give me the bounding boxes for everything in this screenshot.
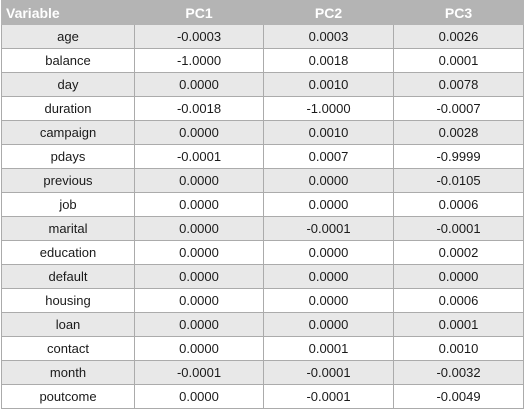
cell-pc2: 0.0000	[264, 193, 394, 217]
cell-variable: duration	[2, 97, 135, 121]
table-row: education 0.0000 0.0000 0.0002	[2, 241, 524, 265]
cell-variable: education	[2, 241, 135, 265]
cell-variable: contact	[2, 337, 135, 361]
table-row: campaign 0.0000 0.0010 0.0028	[2, 121, 524, 145]
cell-pc2: 0.0007	[264, 145, 394, 169]
cell-pc2: -0.0001	[264, 385, 394, 409]
cell-pc2: -0.0001	[264, 361, 394, 385]
cell-pc3: -0.0105	[394, 169, 524, 193]
cell-pc1: -0.0003	[135, 25, 264, 49]
cell-pc3: 0.0001	[394, 49, 524, 73]
cell-pc2: -1.0000	[264, 97, 394, 121]
table-body: age -0.0003 0.0003 0.0026 balance -1.000…	[2, 25, 524, 409]
pca-loadings-table: Variable PC1 PC2 PC3 age -0.0003 0.0003 …	[1, 0, 524, 409]
cell-variable: marital	[2, 217, 135, 241]
table-row: age -0.0003 0.0003 0.0026	[2, 25, 524, 49]
table-row: default 0.0000 0.0000 0.0000	[2, 265, 524, 289]
cell-variable: previous	[2, 169, 135, 193]
cell-pc3: -0.9999	[394, 145, 524, 169]
cell-pc3: -0.0001	[394, 217, 524, 241]
cell-pc1: 0.0000	[135, 193, 264, 217]
cell-variable: month	[2, 361, 135, 385]
cell-variable: poutcome	[2, 385, 135, 409]
table-row: duration -0.0018 -1.0000 -0.0007	[2, 97, 524, 121]
cell-pc2: -0.0001	[264, 217, 394, 241]
header-pc1: PC1	[135, 1, 264, 25]
cell-pc1: 0.0000	[135, 289, 264, 313]
table-row: loan 0.0000 0.0000 0.0001	[2, 313, 524, 337]
header-pc2: PC2	[264, 1, 394, 25]
cell-pc2: 0.0018	[264, 49, 394, 73]
cell-pc2: 0.0010	[264, 121, 394, 145]
cell-variable: pdays	[2, 145, 135, 169]
cell-pc3: 0.0000	[394, 265, 524, 289]
cell-pc3: -0.0007	[394, 97, 524, 121]
cell-pc3: 0.0026	[394, 25, 524, 49]
header-variable: Variable	[2, 1, 135, 25]
cell-pc3: 0.0006	[394, 289, 524, 313]
cell-variable: loan	[2, 313, 135, 337]
cell-pc3: 0.0028	[394, 121, 524, 145]
cell-variable: housing	[2, 289, 135, 313]
cell-variable: balance	[2, 49, 135, 73]
table-row: marital 0.0000 -0.0001 -0.0001	[2, 217, 524, 241]
cell-variable: job	[2, 193, 135, 217]
cell-pc3: 0.0002	[394, 241, 524, 265]
cell-pc1: 0.0000	[135, 313, 264, 337]
cell-variable: day	[2, 73, 135, 97]
table-row: poutcome 0.0000 -0.0001 -0.0049	[2, 385, 524, 409]
cell-pc2: 0.0010	[264, 73, 394, 97]
header-pc3: PC3	[394, 1, 524, 25]
cell-pc1: 0.0000	[135, 73, 264, 97]
cell-variable: campaign	[2, 121, 135, 145]
table-row: day 0.0000 0.0010 0.0078	[2, 73, 524, 97]
cell-pc3: 0.0010	[394, 337, 524, 361]
cell-pc2: 0.0000	[264, 265, 394, 289]
header-row: Variable PC1 PC2 PC3	[2, 1, 524, 25]
table-row: contact 0.0000 0.0001 0.0010	[2, 337, 524, 361]
cell-pc3: 0.0001	[394, 313, 524, 337]
cell-pc1: 0.0000	[135, 241, 264, 265]
cell-variable: default	[2, 265, 135, 289]
table-row: housing 0.0000 0.0000 0.0006	[2, 289, 524, 313]
cell-pc2: 0.0000	[264, 289, 394, 313]
cell-pc3: -0.0049	[394, 385, 524, 409]
table-row: pdays -0.0001 0.0007 -0.9999	[2, 145, 524, 169]
table-header: Variable PC1 PC2 PC3	[2, 1, 524, 25]
cell-pc2: 0.0000	[264, 313, 394, 337]
table-row: job 0.0000 0.0000 0.0006	[2, 193, 524, 217]
cell-pc1: -0.0018	[135, 97, 264, 121]
table-row: previous 0.0000 0.0000 -0.0105	[2, 169, 524, 193]
cell-pc1: -0.0001	[135, 361, 264, 385]
cell-pc3: 0.0078	[394, 73, 524, 97]
cell-variable: age	[2, 25, 135, 49]
cell-pc1: -1.0000	[135, 49, 264, 73]
cell-pc3: 0.0006	[394, 193, 524, 217]
cell-pc1: -0.0001	[135, 145, 264, 169]
cell-pc2: 0.0000	[264, 169, 394, 193]
cell-pc2: 0.0000	[264, 241, 394, 265]
cell-pc1: 0.0000	[135, 169, 264, 193]
cell-pc1: 0.0000	[135, 337, 264, 361]
cell-pc1: 0.0000	[135, 385, 264, 409]
cell-pc2: 0.0003	[264, 25, 394, 49]
table-row: month -0.0001 -0.0001 -0.0032	[2, 361, 524, 385]
table-row: balance -1.0000 0.0018 0.0001	[2, 49, 524, 73]
cell-pc3: -0.0032	[394, 361, 524, 385]
cell-pc1: 0.0000	[135, 217, 264, 241]
cell-pc1: 0.0000	[135, 121, 264, 145]
cell-pc1: 0.0000	[135, 265, 264, 289]
cell-pc2: 0.0001	[264, 337, 394, 361]
